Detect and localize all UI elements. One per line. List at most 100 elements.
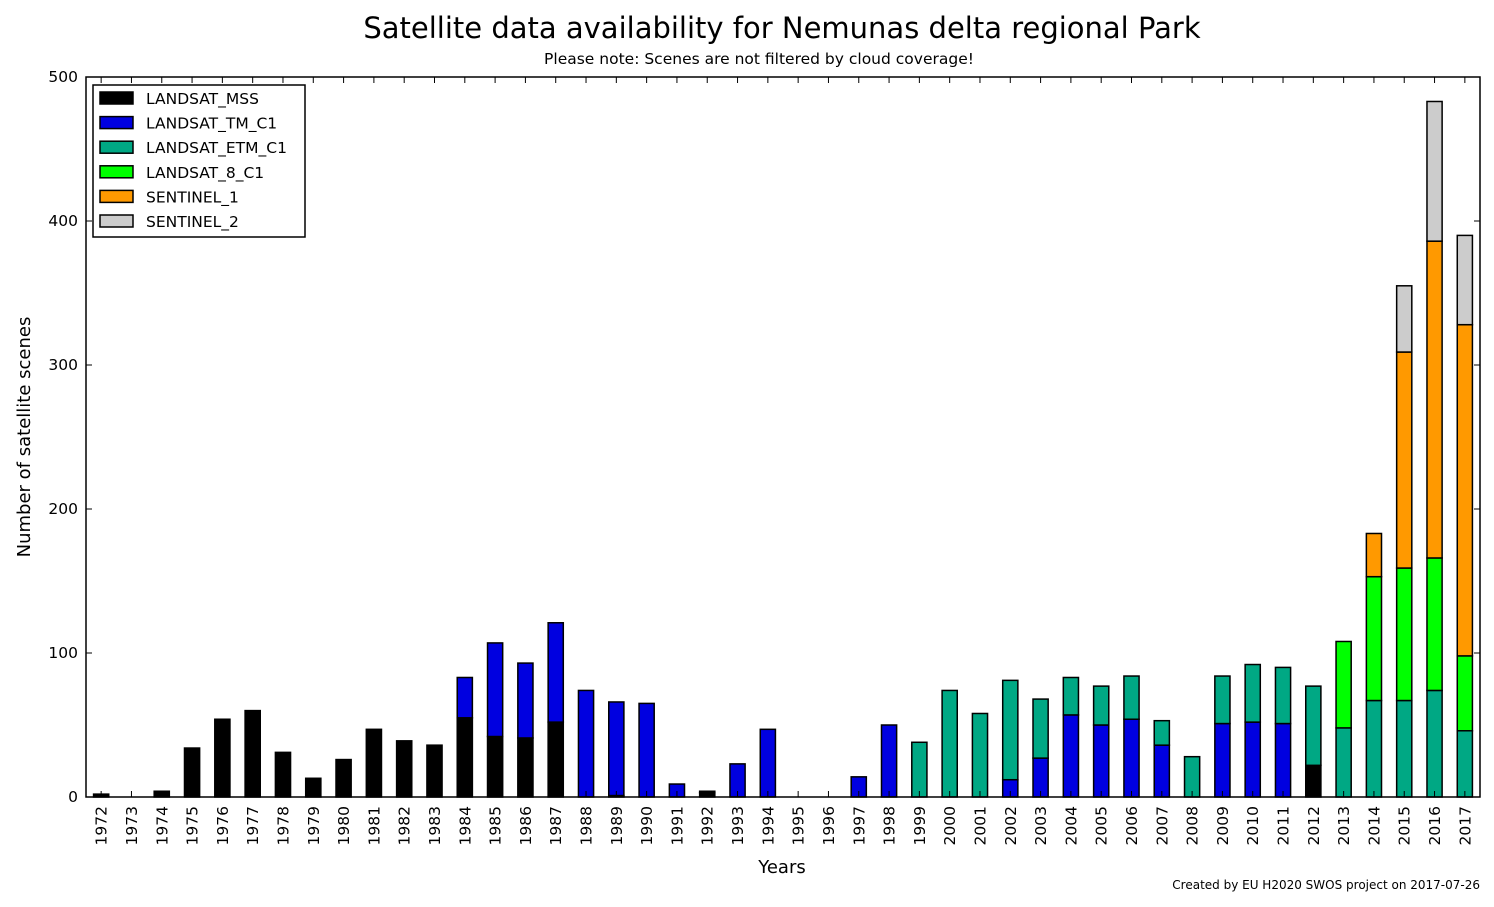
bar-sentinel_1-2015 [1395, 351, 1413, 569]
bar-landsat_tm_c1-1994 [759, 728, 777, 798]
x-tick-label-1992: 1992 [699, 806, 717, 845]
x-tick-label-2010: 2010 [1244, 806, 1262, 845]
bar-landsat_tm_c1-1984 [456, 676, 474, 719]
x-tick-label-2011: 2011 [1275, 806, 1293, 845]
chart-subtitle: Please note: Scenes are not filtered by … [544, 50, 974, 68]
bar-sentinel_2-2017 [1456, 234, 1474, 326]
x-tick-label-1991: 1991 [668, 806, 686, 845]
bar-landsat_etm_c1-2000 [941, 689, 958, 798]
bar-landsat_tm_c1-2007 [1153, 744, 1171, 798]
x-tick-label-2004: 2004 [1062, 806, 1080, 845]
bar-landsat_mss-1976 [214, 718, 231, 798]
x-tick-label-1972: 1972 [93, 806, 111, 845]
legend-label-sentinel_1: SENTINEL_1 [146, 188, 239, 207]
x-tick-label-1986: 1986 [517, 806, 535, 845]
bar-landsat_mss-1981 [365, 728, 383, 798]
bar-landsat_mss-1978 [274, 751, 292, 798]
bar-sentinel_2-2016 [1426, 100, 1443, 242]
bars-group [92, 100, 1474, 798]
bar-landsat_etm_c1-2017 [1456, 730, 1474, 798]
bar-landsat_etm_c1-2003 [1032, 698, 1049, 759]
x-tick-label-1985: 1985 [487, 806, 505, 845]
bar-landsat_etm_c1-2012 [1305, 685, 1322, 767]
y-tick-label-400: 400 [48, 212, 78, 230]
bar-landsat_etm_c1-2011 [1274, 666, 1292, 725]
bar-landsat_8_c1-2017 [1456, 655, 1474, 732]
y-tick-label-500: 500 [48, 68, 78, 86]
x-tick-label-2008: 2008 [1184, 806, 1202, 845]
bar-landsat_mss-1985 [486, 735, 504, 798]
x-tick-label-1995: 1995 [790, 806, 808, 845]
bar-landsat_tm_c1-1986 [517, 662, 534, 739]
legend: LANDSAT_MSS LANDSAT_TM_C1 LANDSAT_ETM_C1 LA… [92, 84, 306, 238]
x-tick-label-1988: 1988 [578, 806, 596, 845]
legend-swatch-sentinel_2 [99, 214, 134, 228]
bar-landsat_etm_c1-2006 [1123, 675, 1140, 720]
bar-landsat_tm_c1-1985 [486, 642, 504, 738]
chart-title: Satellite data availability for Nemunas … [363, 11, 1200, 45]
bar-landsat_8_c1-2015 [1395, 567, 1413, 702]
bar-landsat_etm_c1-2009 [1214, 675, 1231, 725]
bar-landsat_etm_c1-2002 [1001, 679, 1019, 781]
legend-label-landsat_etm_c1: LANDSAT_ETM_C1 [146, 139, 287, 158]
bar-landsat_tm_c1-2006 [1123, 718, 1140, 798]
x-tick-label-2001: 2001 [971, 806, 989, 845]
bar-landsat_mss-1983 [426, 744, 443, 798]
bar-landsat_tm_c1-2010 [1244, 721, 1262, 798]
y-axis-label: Number of satellite scenes [14, 317, 35, 558]
bar-landsat_tm_c1-2004 [1062, 714, 1080, 798]
bar-sentinel_1-2017 [1456, 323, 1474, 657]
bar-landsat_mss-1986 [517, 737, 534, 798]
x-tick-label-2016: 2016 [1426, 806, 1444, 845]
x-tick-label-2017: 2017 [1456, 806, 1474, 845]
x-tick-label-1973: 1973 [123, 806, 141, 845]
x-tick-label-2012: 2012 [1305, 806, 1323, 845]
legend-label-landsat_tm_c1: LANDSAT_TM_C1 [146, 115, 277, 134]
x-tick-label-2006: 2006 [1123, 806, 1141, 845]
legend-label-sentinel_2: SENTINEL_2 [146, 213, 239, 232]
x-axis-label: Years [757, 857, 806, 878]
bar-landsat_etm_c1-2016 [1426, 689, 1443, 798]
x-tick-label-1987: 1987 [547, 806, 565, 845]
bar-sentinel_1-2016 [1426, 240, 1443, 559]
y-tick-label-300: 300 [48, 356, 78, 374]
bar-landsat_etm_c1-2013 [1335, 727, 1352, 798]
bar-landsat_etm_c1-2004 [1062, 676, 1080, 716]
legend-label-landsat_8_c1: LANDSAT_8_C1 [146, 164, 264, 183]
x-tick-label-1980: 1980 [335, 806, 353, 845]
x-tick-label-1990: 1990 [638, 806, 656, 845]
bar-landsat_8_c1-2014 [1365, 575, 1383, 702]
x-tick-label-1977: 1977 [244, 806, 262, 845]
bar-landsat_etm_c1-1999 [911, 741, 928, 798]
bar-landsat_tm_c1-1998 [880, 724, 898, 798]
x-tick-label-1979: 1979 [305, 806, 323, 845]
x-tick-label-1984: 1984 [456, 806, 474, 845]
bar-sentinel_1-2014 [1365, 532, 1383, 578]
x-tick-label-1974: 1974 [153, 806, 171, 845]
bar-landsat_8_c1-2016 [1426, 557, 1443, 692]
legend-frame [92, 84, 306, 238]
bar-landsat_mss-1982 [395, 740, 413, 798]
x-tick-label-1996: 1996 [820, 806, 838, 845]
x-tick-label-1993: 1993 [729, 806, 747, 845]
x-axis-ticks: 1972 1973 1974 1975 1976 1977 1978 1979 1980 1981… [93, 77, 1474, 845]
bar-landsat_8_c1-2013 [1335, 640, 1352, 729]
bar-landsat_etm_c1-2014 [1365, 699, 1383, 798]
legend-swatch-sentinel_1 [99, 189, 134, 204]
bar-landsat_tm_c1-2011 [1274, 722, 1292, 798]
x-tick-label-1994: 1994 [759, 806, 777, 845]
bar-sentinel_2-2015 [1395, 285, 1413, 353]
bar-landsat_etm_c1-2010 [1244, 663, 1262, 723]
x-tick-label-2002: 2002 [1002, 806, 1020, 845]
legend-label-landsat_mss: LANDSAT_MSS [146, 90, 259, 109]
plot-frame [85, 76, 1481, 798]
x-tick-label-2003: 2003 [1032, 806, 1050, 845]
x-tick-label-1982: 1982 [396, 806, 414, 845]
x-tick-label-1999: 1999 [911, 806, 929, 845]
x-tick-label-1983: 1983 [426, 806, 444, 845]
legend-swatch-landsat_tm_c1 [99, 115, 134, 130]
bar-landsat_tm_c1-1990 [638, 702, 655, 798]
bar-landsat_tm_c1-1987 [547, 622, 565, 723]
x-tick-label-2013: 2013 [1335, 806, 1353, 845]
x-tick-label-1997: 1997 [850, 806, 868, 845]
